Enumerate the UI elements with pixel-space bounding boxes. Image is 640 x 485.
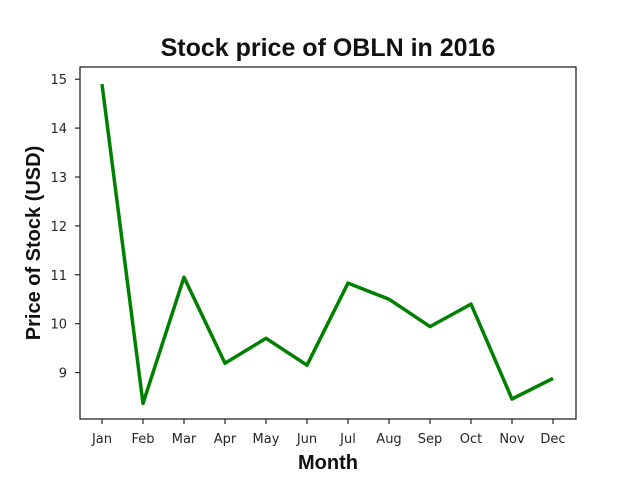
x-tick-label: Oct (460, 432, 482, 447)
x-tick-label: Apr (214, 432, 237, 447)
x-tick-label: Jan (91, 432, 112, 447)
plot-frame (79, 66, 577, 420)
y-axis-label: Price of Stock (USD) (23, 146, 45, 340)
y-tick-label: 9 (59, 367, 67, 382)
x-tick-label: Feb (131, 432, 154, 447)
y-axis: 9 10 11 12 13 14 15 (50, 73, 80, 382)
chart-title: Stock price of OBLN in 2016 (161, 34, 496, 62)
x-tick-label: Jun (296, 432, 317, 447)
y-tick-label: 10 (50, 318, 67, 333)
y-tick-label: 14 (50, 122, 67, 137)
x-tick-label: Nov (499, 432, 525, 447)
x-tick-label: Aug (376, 432, 401, 447)
x-tick-label: Jul (339, 432, 356, 447)
x-tick-label: Sep (418, 432, 443, 447)
x-tick-label: May (253, 432, 280, 447)
y-tick-label: 11 (50, 269, 67, 284)
series-layer (100, 83, 554, 406)
y-tick-label: 15 (50, 73, 67, 88)
x-axis: Jan Feb Mar Apr May Jun Jul Aug Sep Oct Nov Dec (91, 419, 566, 447)
series-line-0 (100, 83, 554, 406)
x-tick-label: Mar (172, 432, 197, 447)
x-axis-label: Month (298, 452, 358, 474)
x-tick-label: Dec (540, 432, 565, 447)
y-tick-label: 12 (50, 220, 67, 235)
y-tick-label: 13 (50, 171, 67, 186)
